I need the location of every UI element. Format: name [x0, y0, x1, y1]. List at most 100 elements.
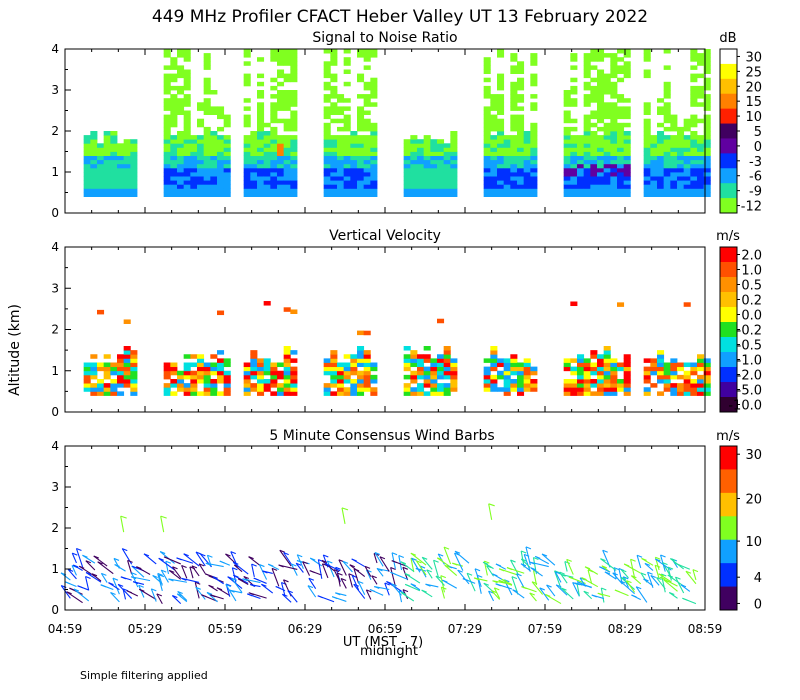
snr-cell	[417, 172, 425, 177]
snr-cell	[490, 192, 498, 197]
snr-cell	[583, 102, 591, 107]
snr-cell	[337, 172, 345, 177]
snr-cell	[270, 106, 278, 111]
vv-cell	[597, 387, 605, 392]
snr-cell	[610, 90, 618, 95]
snr-cell	[83, 147, 91, 152]
snr-cell	[577, 163, 585, 169]
snr-cell	[643, 184, 651, 189]
vv-cell	[577, 354, 585, 359]
snr-cell	[663, 49, 671, 54]
snr-cell	[490, 151, 498, 156]
wind-barb	[516, 573, 525, 589]
snr-cell	[570, 176, 578, 181]
snr-cell	[217, 139, 225, 144]
snr-cell	[450, 155, 458, 161]
vv-cell	[283, 374, 291, 380]
vv-cell	[117, 374, 125, 380]
vv-cell	[417, 391, 425, 396]
wind-barb-flag	[674, 562, 680, 566]
vv-cell	[603, 354, 611, 359]
snr-cell	[130, 143, 138, 148]
vv-cell	[617, 387, 625, 392]
snr-cell	[83, 139, 91, 144]
vv-cell	[270, 391, 278, 396]
wind-barb	[554, 571, 562, 583]
vv-cell	[563, 391, 571, 396]
snr-cell	[337, 184, 345, 189]
snr-cell	[123, 188, 131, 193]
wind-barb	[194, 582, 200, 599]
snr-cell	[530, 180, 538, 185]
vv-cell	[577, 358, 585, 363]
vv-cell	[423, 374, 431, 380]
vv-cell	[597, 370, 605, 376]
wind-barb-flag	[477, 574, 483, 578]
wind-barb-flag	[195, 581, 201, 585]
snr-cell	[510, 85, 518, 91]
snr-cell	[450, 139, 458, 144]
wind-barb-flag	[529, 561, 535, 565]
snr-cell	[643, 167, 651, 173]
snr-cell	[263, 188, 271, 193]
wind-barb-flag	[462, 578, 469, 582]
snr-cell	[223, 122, 231, 128]
wind-barb-flag	[66, 591, 72, 595]
wind-barb	[280, 582, 286, 597]
vv-cell	[430, 366, 438, 372]
snr-cell	[603, 192, 611, 197]
snr-cell	[590, 135, 598, 140]
vv-cell	[657, 358, 665, 363]
snr-cell	[423, 159, 431, 165]
wind-barb-flag	[506, 567, 513, 571]
snr-cell	[97, 188, 105, 193]
snr-cell	[437, 155, 445, 161]
vv-cell	[617, 383, 625, 388]
snr-cell	[663, 110, 671, 115]
wind-barb-flag	[584, 566, 591, 570]
wind-barb-flag	[621, 569, 627, 573]
snr-cell	[197, 192, 205, 197]
snr-cell	[510, 192, 518, 197]
vv-cell	[623, 383, 631, 388]
snr-cell	[357, 53, 365, 58]
snr-cell	[183, 159, 191, 165]
snr-cell	[683, 180, 691, 185]
wind-barb-flag	[530, 567, 536, 571]
wind-barb-flag	[391, 583, 397, 587]
snr-cell	[170, 163, 178, 169]
snr-cell	[623, 155, 631, 161]
snr-cell	[363, 81, 371, 87]
snr-cell	[223, 151, 231, 156]
wind-barb	[520, 558, 531, 569]
snr-cell	[170, 159, 178, 165]
snr-cell	[703, 176, 711, 181]
vv-cell	[703, 391, 711, 396]
snr-cell	[110, 143, 118, 148]
snr-cell	[163, 118, 171, 124]
snr-cell	[643, 131, 651, 136]
wind-barb	[561, 587, 574, 600]
snr-cell	[337, 155, 345, 161]
snr-cell	[657, 184, 665, 189]
snr-cell	[403, 176, 411, 181]
wind-barb-flag	[268, 563, 274, 567]
wind-barb-flag	[208, 584, 214, 588]
colorbar-label: 0	[754, 140, 762, 155]
snr-cell	[163, 184, 171, 189]
snr-cell	[430, 147, 438, 152]
y-tick-label: 3	[51, 480, 59, 494]
snr-cell	[577, 192, 585, 197]
snr-cell	[290, 151, 298, 156]
snr-cell	[617, 139, 625, 144]
vv-cell	[110, 391, 118, 396]
vv-cell	[83, 387, 91, 392]
snr-cell	[203, 155, 211, 161]
wind-barb	[663, 579, 678, 592]
wind-barb-flag	[369, 588, 376, 592]
wind-barb	[131, 565, 145, 578]
snr-cell	[243, 73, 251, 79]
snr-cell	[423, 192, 431, 197]
snr-cell	[277, 118, 285, 124]
snr-cell	[430, 184, 438, 189]
